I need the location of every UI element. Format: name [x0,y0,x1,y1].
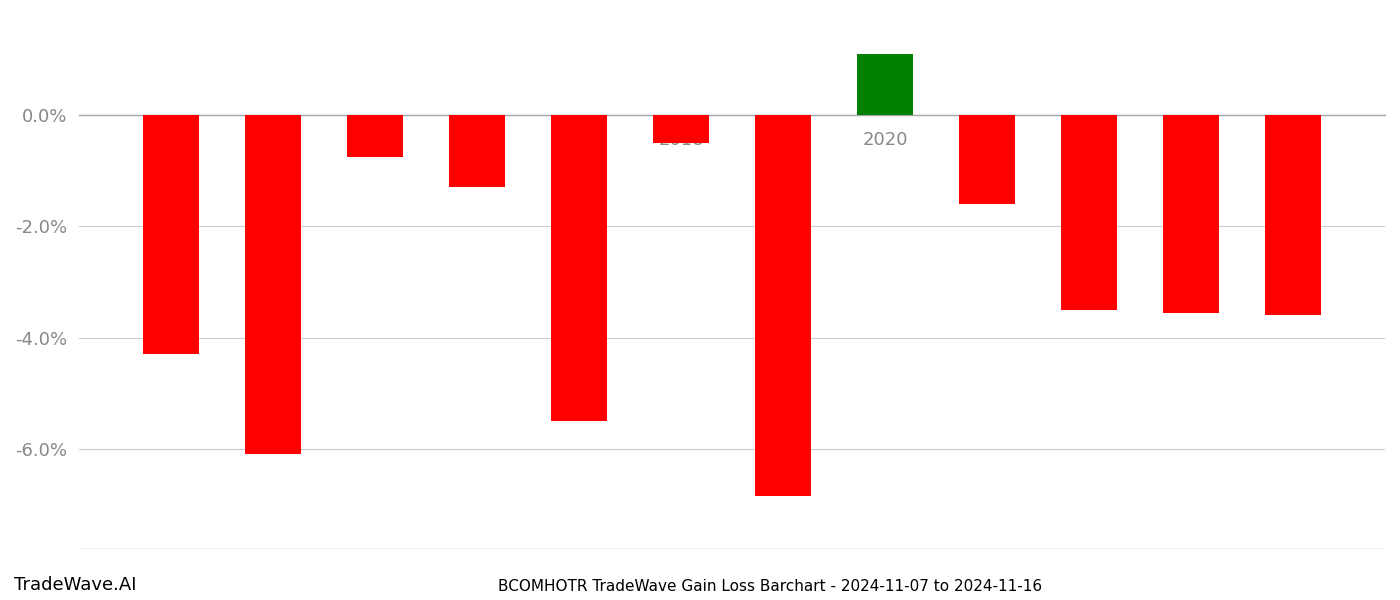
Bar [143,115,199,355]
Bar [857,54,913,115]
Bar [959,115,1015,204]
Bar [550,115,608,421]
Text: TradeWave.AI: TradeWave.AI [14,576,137,594]
Bar [449,115,505,187]
Bar [245,115,301,454]
Bar [347,115,403,157]
Bar [652,115,708,143]
Bar [1163,115,1219,313]
Bar [1266,115,1322,316]
Text: BCOMHOTR TradeWave Gain Loss Barchart - 2024-11-07 to 2024-11-16: BCOMHOTR TradeWave Gain Loss Barchart - … [498,579,1042,594]
Bar [755,115,811,496]
Bar [1061,115,1117,310]
